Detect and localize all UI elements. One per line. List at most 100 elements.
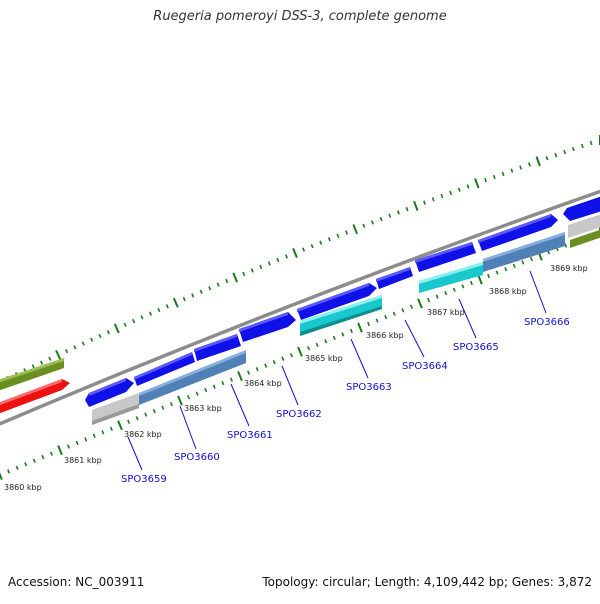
major-tick	[237, 371, 243, 382]
gene-blue-8[interactable]	[478, 214, 558, 251]
minor-tick	[49, 451, 53, 456]
minor-tick	[229, 377, 233, 382]
leader-spo3659	[127, 436, 143, 471]
minor-tick	[267, 261, 271, 266]
kbp-label: 3868 kbp	[489, 287, 527, 296]
minor-tick	[67, 444, 71, 449]
minor-tick	[212, 384, 216, 389]
minor-tick	[7, 469, 11, 474]
minor-tick	[169, 401, 173, 407]
minor-tick	[48, 356, 52, 361]
major-tick	[55, 349, 62, 360]
minor-tick	[435, 294, 439, 299]
minor-tick	[375, 318, 379, 323]
minor-tick	[315, 342, 319, 348]
minor-tick	[431, 197, 435, 202]
gene-label-spo3660[interactable]: SPO3660	[174, 452, 220, 463]
minor-tick	[388, 213, 392, 218]
gene-cyan-2[interactable]	[419, 262, 483, 293]
gene-gray-1[interactable]	[92, 393, 139, 425]
minor-tick	[127, 419, 131, 424]
minor-tick	[572, 146, 575, 152]
kbp-label: 3862 kbp	[124, 430, 162, 439]
gene-left-olive[interactable]	[0, 358, 64, 392]
gene-label-spo3665[interactable]: SPO3665	[453, 342, 499, 353]
gene-olive-2[interactable]	[570, 228, 600, 248]
minor-tick	[469, 280, 473, 286]
minor-tick	[221, 380, 225, 386]
minor-tick	[191, 293, 195, 298]
gene-label-spo3663[interactable]: SPO3663	[346, 382, 392, 393]
map-title: Ruegeria pomeroyi DSS-3, complete genome	[153, 9, 447, 24]
minor-tick	[144, 412, 148, 417]
major-tick	[535, 156, 541, 167]
minor-tick	[264, 363, 268, 368]
minor-tick	[98, 333, 102, 339]
minor-tick	[510, 168, 514, 173]
gene-label-spo3666[interactable]: SPO3666	[524, 317, 570, 328]
minor-tick	[302, 247, 306, 252]
minor-tick	[242, 271, 246, 277]
minor-tick	[123, 322, 127, 327]
minor-tick	[457, 187, 461, 192]
minor-tick	[529, 256, 533, 262]
minor-tick	[319, 240, 323, 245]
kbp-label: 3860 kbp	[4, 483, 42, 492]
minor-tick	[152, 408, 156, 414]
kbp-label: 3863 kbp	[184, 404, 222, 413]
major-tick	[117, 420, 123, 431]
minor-tick	[501, 171, 505, 176]
major-tick	[357, 322, 363, 333]
minor-tick	[24, 462, 28, 467]
gene-blue-5[interactable]	[297, 283, 377, 320]
gene-blue-4[interactable]	[239, 312, 296, 342]
minor-tick	[106, 330, 110, 335]
minor-tick	[281, 356, 285, 361]
major-tick	[113, 323, 120, 334]
leader-spo3660	[179, 405, 197, 450]
minor-tick	[272, 359, 276, 365]
minor-tick	[41, 454, 45, 460]
gene-label-spo3659[interactable]: SPO3659	[121, 474, 167, 485]
gene-gray-2[interactable]	[568, 213, 600, 238]
gene-steel-2[interactable]	[483, 232, 565, 272]
minor-tick	[81, 341, 85, 346]
minor-tick	[31, 364, 35, 369]
gene-blue-7[interactable]	[415, 242, 476, 272]
minor-tick	[310, 243, 314, 249]
minor-tick	[504, 267, 508, 272]
major-tick	[297, 346, 303, 357]
leader-spo3665	[458, 298, 477, 339]
leader-spo3664	[404, 319, 425, 358]
minor-tick	[75, 440, 79, 446]
minor-tick	[495, 270, 499, 275]
gene-blue-3[interactable]	[194, 334, 241, 361]
gene-left-red[interactable]	[0, 379, 70, 415]
gene-label-spo3664[interactable]: SPO3664	[402, 361, 448, 372]
major-tick	[0, 472, 3, 480]
minor-tick	[187, 394, 191, 400]
gene-label-spo3661[interactable]: SPO3661	[227, 430, 273, 441]
gene-cyan-1[interactable]	[300, 295, 382, 336]
gene-blue-1[interactable]	[85, 378, 134, 407]
minor-tick	[563, 149, 567, 155]
minor-tick	[90, 337, 94, 342]
minor-tick	[73, 345, 77, 350]
minor-tick	[15, 465, 19, 471]
minor-tick	[401, 308, 405, 313]
minor-tick	[208, 286, 212, 291]
minor-tick	[396, 210, 400, 215]
gene-blue-6[interactable]	[376, 267, 413, 289]
minor-tick	[255, 366, 259, 372]
gene-label-spo3662[interactable]: SPO3662	[276, 409, 322, 420]
kbp-label: 3866 kbp	[366, 331, 404, 340]
minor-tick	[327, 237, 331, 242]
minor-tick	[589, 140, 593, 146]
gene-steel-1[interactable]	[139, 350, 246, 405]
gene-blue-9[interactable]	[563, 195, 600, 221]
minor-tick	[487, 273, 491, 279]
gene-blue-2[interactable]	[134, 352, 195, 386]
minor-tick	[492, 174, 496, 180]
minor-tick	[204, 387, 208, 393]
